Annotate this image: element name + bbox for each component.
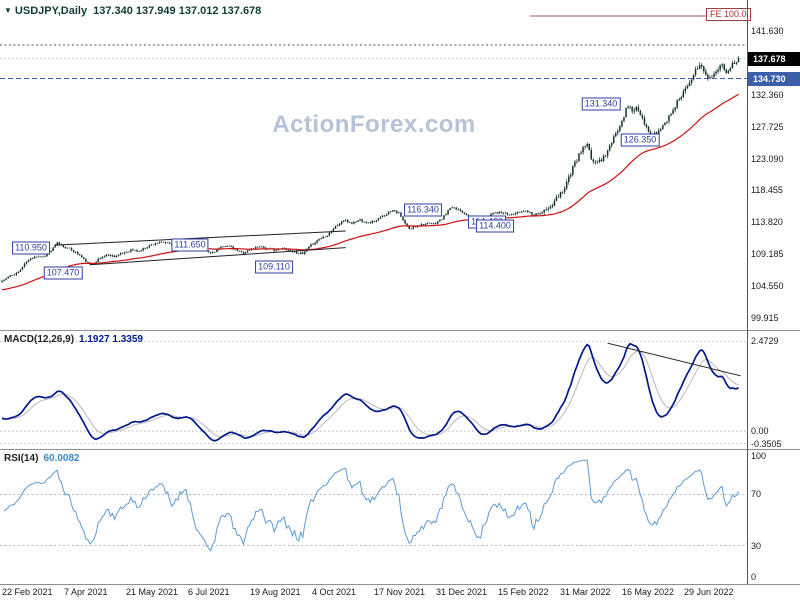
date-axis-label: 7 Apr 2021 <box>64 587 108 597</box>
date-axis-label: 15 Feb 2022 <box>498 587 549 597</box>
pivot-label[interactable]: 107.470 <box>43 266 83 280</box>
rsi-canvas[interactable] <box>0 450 748 584</box>
pivot-label[interactable]: 114.400 <box>476 219 514 233</box>
macd-canvas[interactable] <box>0 331 748 449</box>
macd-legend-values: 1.1927 1.3359 <box>79 334 143 345</box>
pivot-label[interactable]: 131.340 <box>581 97 621 111</box>
date-axis-label: 31 Dec 2021 <box>436 587 488 597</box>
date-axis-label: 19 Aug 2021 <box>250 587 301 597</box>
candlestick-series <box>1 55 740 283</box>
last-price-box: 137.678 <box>748 52 800 66</box>
macd-signal-line <box>1 350 739 438</box>
rsi-legend: RSI(14) 60.0082 <box>4 453 80 464</box>
price-axis-label: 109.185 <box>751 249 784 259</box>
panel-separator <box>0 584 800 585</box>
macd-axis-label: 0.00 <box>751 426 769 436</box>
date-axis-label: 16 May 2022 <box>622 587 675 597</box>
pivot-label[interactable]: 110.950 <box>12 241 50 255</box>
chart-symbol-icon: ▼ <box>4 6 12 15</box>
date-axis-label: 31 Mar 2022 <box>560 587 611 597</box>
price-axis-label: 127.725 <box>751 122 784 132</box>
price-axis-label: 132.360 <box>751 90 784 100</box>
symbol-title: USDJPY,Daily <box>14 5 88 17</box>
pivot-label[interactable]: 111.650 <box>171 238 209 252</box>
price-axis-label: 118.455 <box>751 185 783 195</box>
pivot-label[interactable]: 126.350 <box>620 133 660 147</box>
symbol-legend: ▼ USDJPY,Daily 137.340 137.949 137.012 137… <box>4 5 261 17</box>
trendline[interactable] <box>89 247 346 266</box>
price-axis-label: 123.090 <box>751 154 784 164</box>
macd-line <box>1 342 739 442</box>
macd-trendline[interactable] <box>607 342 741 377</box>
price-axis-label: 113.820 <box>751 217 783 227</box>
price-axis-label: 141.630 <box>751 26 784 36</box>
macd-legend-name: MACD(12,26,9) <box>4 334 75 345</box>
pivot-label[interactable]: 116.340 <box>404 203 442 217</box>
date-axis-label: 29 Jun 2022 <box>684 587 734 597</box>
pivot-label[interactable]: 109.110 <box>255 260 293 274</box>
panel-separator <box>0 449 800 450</box>
rsi-legend-name: RSI(14) <box>4 453 39 464</box>
price-axis-label: 99.915 <box>751 313 779 323</box>
trendline[interactable] <box>55 230 346 246</box>
date-axis-label: 22 Feb 2021 <box>2 587 53 597</box>
rsi-axis-label: 0 <box>751 572 757 582</box>
macd-legend: MACD(12,26,9) 1.1927 1.3359 <box>4 334 143 345</box>
fe-level-label[interactable]: FE 100.0 <box>706 8 751 21</box>
macd-axis-label: 2.4729 <box>751 336 779 346</box>
rsi-legend-value: 60.0082 <box>43 453 80 464</box>
price-axis-label: 104.550 <box>751 281 784 291</box>
price-axis-line <box>747 0 748 584</box>
macd-axis-label: -0.3505 <box>751 439 782 449</box>
ema-line[interactable] <box>1 93 739 291</box>
rsi-axis-label: 100 <box>751 451 767 461</box>
rsi-axis-label: 70 <box>751 489 762 499</box>
ohlc-values: 137.340 137.949 137.012 137.678 <box>93 5 262 17</box>
rsi-line <box>3 459 740 552</box>
date-axis-label: 17 Nov 2021 <box>374 587 426 597</box>
panel-separator <box>0 330 800 331</box>
date-axis-label: 21 May 2021 <box>126 587 179 597</box>
rsi-axis-label: 30 <box>751 541 762 551</box>
price-chart-canvas[interactable] <box>0 0 748 330</box>
support-level-box: 134.730 <box>748 72 800 86</box>
date-axis-label: 4 Oct 2021 <box>312 587 357 597</box>
date-axis-label: 6 Jul 2021 <box>188 587 230 597</box>
watermark: ActionForex.com <box>272 111 476 138</box>
